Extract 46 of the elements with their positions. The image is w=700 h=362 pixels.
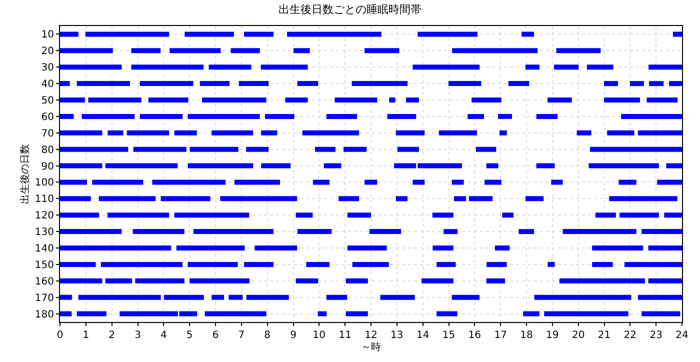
y-tick-label: 110: [34, 194, 54, 206]
y-tick-label: 20: [41, 46, 54, 58]
y-tick-label: 60: [41, 112, 54, 123]
x-tick-label: 17: [494, 330, 507, 341]
x-tick-label: 0: [56, 330, 64, 341]
y-tick-label: 50: [41, 96, 54, 106]
x-tick-label: 12: [364, 330, 378, 341]
x-tick-label: 4: [160, 330, 167, 341]
y-tick-label: 150: [34, 260, 54, 271]
y-tick-label: 100: [34, 178, 54, 189]
x-tick-label: 15: [442, 330, 456, 341]
x-tick-label: 23: [650, 330, 662, 341]
x-tick-label: 24: [676, 330, 688, 341]
chart-title: 出生後日数ごとの睡眠時間帯: [278, 3, 422, 16]
x-tick-label: 19: [546, 330, 559, 341]
x-tick-label: 10: [312, 330, 326, 341]
x-tick-label: 22: [624, 330, 637, 341]
x-tick-label: 1: [82, 330, 90, 341]
y-tick-label: 30: [41, 62, 54, 74]
x-tick-label: 6: [212, 330, 219, 341]
x-tick-label: 16: [468, 330, 482, 341]
y-tick-label: 10: [41, 30, 54, 41]
x-tick-label: 21: [598, 330, 611, 341]
y-tick-label: 120: [34, 210, 54, 222]
y-tick-label: 140: [34, 244, 54, 254]
y-tick-label: 40: [41, 79, 54, 90]
x-tick-label: 8: [264, 330, 271, 341]
x-tick-label: 2: [108, 330, 116, 341]
x-tick-label: 14: [416, 330, 430, 341]
x-tick-label: 7: [238, 330, 245, 341]
y-tick-label: 180: [34, 309, 54, 320]
y-axis-title: 出生後の日数: [18, 144, 31, 204]
y-tick-label: 170: [34, 292, 54, 304]
y-tick-label: 80: [41, 144, 54, 156]
x-tick-label: 13: [390, 330, 404, 341]
x-tick-label: 11: [338, 330, 352, 341]
x-tick-label: 9: [290, 330, 296, 341]
y-tick-label: 90: [41, 161, 54, 172]
y-tick-label: 130: [34, 227, 54, 238]
y-tick-label: 70: [41, 128, 54, 140]
x-tick-label: 18: [520, 330, 533, 341]
x-axis-title: ～時: [361, 341, 381, 353]
x-tick-label: 5: [186, 330, 193, 341]
y-tick-label: 160: [34, 276, 54, 288]
x-tick-label: 3: [134, 330, 141, 341]
x-tick-label: 20: [572, 330, 585, 341]
